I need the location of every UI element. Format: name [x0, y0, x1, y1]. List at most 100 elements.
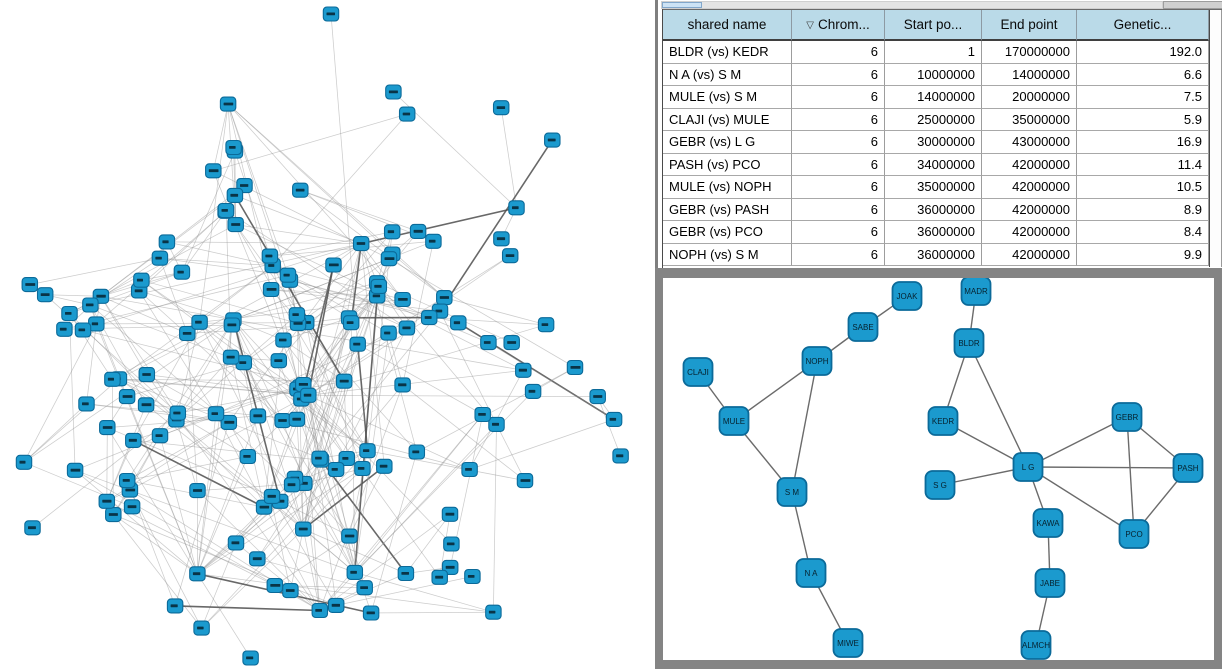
network-edge[interactable] [132, 439, 265, 508]
network-node[interactable] [394, 377, 411, 393]
network-edge[interactable] [106, 404, 147, 502]
network-node[interactable] [137, 397, 155, 413]
network-edge[interactable] [294, 478, 356, 573]
network-node[interactable] [219, 96, 237, 112]
network-edge[interactable] [306, 282, 378, 323]
network-node[interactable] [362, 605, 380, 621]
network-edge[interactable] [23, 323, 97, 463]
network-edge[interactable] [290, 529, 304, 591]
network-node[interactable] [274, 413, 291, 429]
network-edge[interactable] [141, 279, 299, 324]
network-node[interactable] [612, 448, 629, 464]
network-edge[interactable] [233, 319, 284, 341]
network-edge[interactable] [199, 265, 273, 323]
network-node[interactable] [338, 450, 356, 467]
cell-end-point[interactable]: 170000000 [982, 41, 1077, 64]
cell-shared-name[interactable]: MULE (vs) S M [663, 86, 792, 109]
network-edge[interactable] [90, 304, 244, 364]
network-edge[interactable] [272, 113, 408, 266]
network-edge[interactable] [199, 322, 283, 421]
cell-end-point[interactable]: 20000000 [982, 86, 1077, 109]
network-edge[interactable] [113, 514, 337, 606]
network-edge[interactable] [141, 279, 298, 390]
network-node[interactable] [263, 488, 281, 504]
node-sabe[interactable]: SABE [847, 312, 879, 342]
network-edge[interactable] [350, 243, 362, 323]
network-edge[interactable] [371, 611, 494, 614]
network-edge[interactable] [303, 528, 356, 573]
network-node[interactable] [441, 506, 459, 522]
cell-shared-name[interactable]: GEBR (vs) L G [663, 131, 792, 154]
network-node[interactable] [383, 224, 401, 240]
network-edge[interactable] [402, 241, 434, 385]
network-edge[interactable] [307, 395, 320, 459]
node-bldr[interactable]: BLDR [953, 328, 985, 358]
table-horizontal-scrollbar[interactable] [661, 1, 1163, 9]
node-kedr[interactable]: KEDR [927, 406, 959, 436]
network-node[interactable] [275, 332, 292, 348]
table-row[interactable]: CLAJI (vs) MULE 6 25000000 35000000 5.9 [663, 108, 1209, 131]
network-edge[interactable] [367, 231, 393, 451]
network-edge[interactable] [388, 258, 576, 368]
network-node[interactable] [282, 583, 299, 599]
network-edge[interactable] [319, 414, 483, 611]
network-node[interactable] [270, 353, 288, 369]
cell-genetic[interactable]: 5.9 [1077, 108, 1209, 131]
network-edge[interactable] [45, 294, 101, 297]
network-node[interactable] [169, 405, 187, 421]
cell-end-point[interactable]: 42000000 [982, 153, 1077, 176]
network-edge[interactable] [287, 274, 408, 329]
network-edge[interactable] [294, 322, 352, 479]
network-edge[interactable] [307, 395, 366, 588]
network-node[interactable] [508, 200, 525, 216]
network-node[interactable] [189, 566, 206, 582]
network-node[interactable] [409, 223, 427, 239]
network-edge[interactable] [469, 419, 615, 470]
network-edge[interactable] [227, 103, 403, 300]
cell-shared-name[interactable]: GEBR (vs) PASH [663, 198, 792, 221]
network-node[interactable] [104, 371, 121, 387]
network-node[interactable] [151, 250, 169, 266]
network-node[interactable] [217, 202, 235, 219]
network-edge[interactable] [197, 478, 296, 575]
network-node[interactable] [327, 597, 345, 613]
network-node[interactable] [327, 461, 345, 478]
cell-end-point[interactable]: 14000000 [982, 63, 1077, 86]
network-edge[interactable] [291, 344, 359, 485]
network-edge[interactable] [392, 253, 445, 298]
cell-genetic[interactable]: 9.9 [1077, 243, 1209, 266]
network-edge[interactable] [307, 286, 380, 396]
network-node[interactable] [118, 389, 136, 405]
network-edge[interactable] [307, 395, 441, 578]
cell-end-point[interactable]: 42000000 [982, 243, 1077, 266]
network-node[interactable] [295, 521, 312, 537]
network-edge[interactable] [302, 529, 321, 611]
cell-start-po[interactable]: 10000000 [885, 63, 982, 86]
network-edge[interactable] [90, 304, 198, 574]
cell-chrom[interactable]: 6 [792, 108, 885, 131]
network-edge[interactable] [100, 296, 148, 375]
network-edge[interactable] [416, 367, 576, 453]
network-edge[interactable] [354, 572, 494, 613]
network-edge[interactable] [304, 483, 350, 537]
network-edge[interactable] [343, 381, 348, 459]
network-edge[interactable] [141, 279, 368, 451]
edge-l-g-pco[interactable] [1027, 466, 1135, 535]
network-edge[interactable] [496, 424, 526, 481]
network-edge[interactable] [330, 13, 359, 345]
network-edge[interactable] [271, 289, 378, 297]
network-node[interactable] [227, 535, 245, 551]
network-edge[interactable] [307, 395, 348, 459]
table-row[interactable]: MULE (vs) NOPH 6 35000000 42000000 10.5 [663, 176, 1209, 199]
cell-chrom[interactable]: 6 [792, 198, 885, 221]
network-edge[interactable] [132, 322, 200, 441]
network-edge[interactable] [307, 317, 350, 396]
table-row[interactable]: N A (vs) S M 6 10000000 14000000 6.6 [663, 63, 1209, 86]
network-node[interactable] [461, 461, 478, 478]
network-node[interactable] [425, 233, 442, 249]
network-node[interactable] [359, 443, 376, 459]
network-edge[interactable] [302, 465, 385, 530]
network-node[interactable] [292, 182, 309, 198]
network-node[interactable] [485, 604, 502, 620]
table-row[interactable]: PASH (vs) PCO 6 34000000 42000000 11.4 [663, 153, 1209, 176]
